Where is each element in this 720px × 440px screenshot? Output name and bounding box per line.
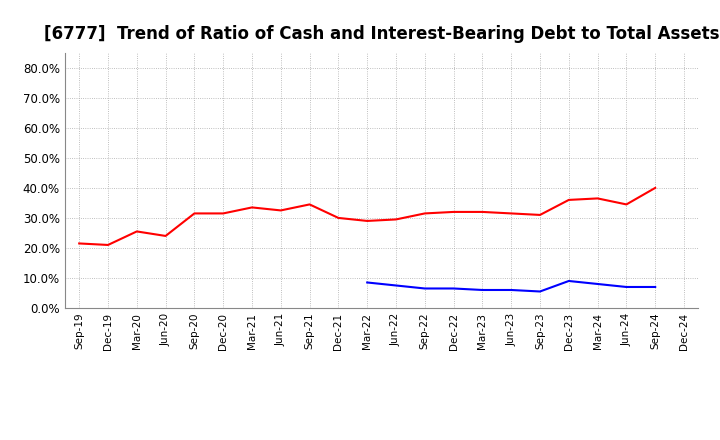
Interest-Bearing Debt [507, 287, 516, 293]
Interest-Bearing Debt [478, 287, 487, 293]
Cash [276, 208, 285, 213]
Interest-Bearing Debt [420, 286, 429, 291]
Interest-Bearing Debt [593, 281, 602, 286]
Cash [420, 211, 429, 216]
Interest-Bearing Debt [564, 279, 573, 284]
Cash [132, 229, 141, 234]
Cash [219, 211, 228, 216]
Cash [334, 215, 343, 220]
Cash [593, 196, 602, 201]
Cash [248, 205, 256, 210]
Cash [536, 212, 544, 217]
Cash [622, 202, 631, 207]
Interest-Bearing Debt [392, 283, 400, 288]
Interest-Bearing Debt [651, 284, 660, 290]
Interest-Bearing Debt [622, 284, 631, 290]
Cash [305, 202, 314, 207]
Cash [478, 209, 487, 215]
Cash [363, 218, 372, 224]
Cash [449, 209, 458, 215]
Interest-Bearing Debt [536, 289, 544, 294]
Cash [507, 211, 516, 216]
Cash [161, 233, 170, 238]
Cash [564, 197, 573, 202]
Line: Interest-Bearing Debt: Interest-Bearing Debt [367, 281, 655, 291]
Cash [651, 185, 660, 191]
Cash [104, 242, 112, 248]
Cash [392, 217, 400, 222]
Cash [75, 241, 84, 246]
Cash [190, 211, 199, 216]
Title: [6777]  Trend of Ratio of Cash and Interest-Bearing Debt to Total Assets: [6777] Trend of Ratio of Cash and Intere… [44, 25, 719, 43]
Interest-Bearing Debt [449, 286, 458, 291]
Line: Cash: Cash [79, 188, 655, 245]
Interest-Bearing Debt [363, 280, 372, 285]
